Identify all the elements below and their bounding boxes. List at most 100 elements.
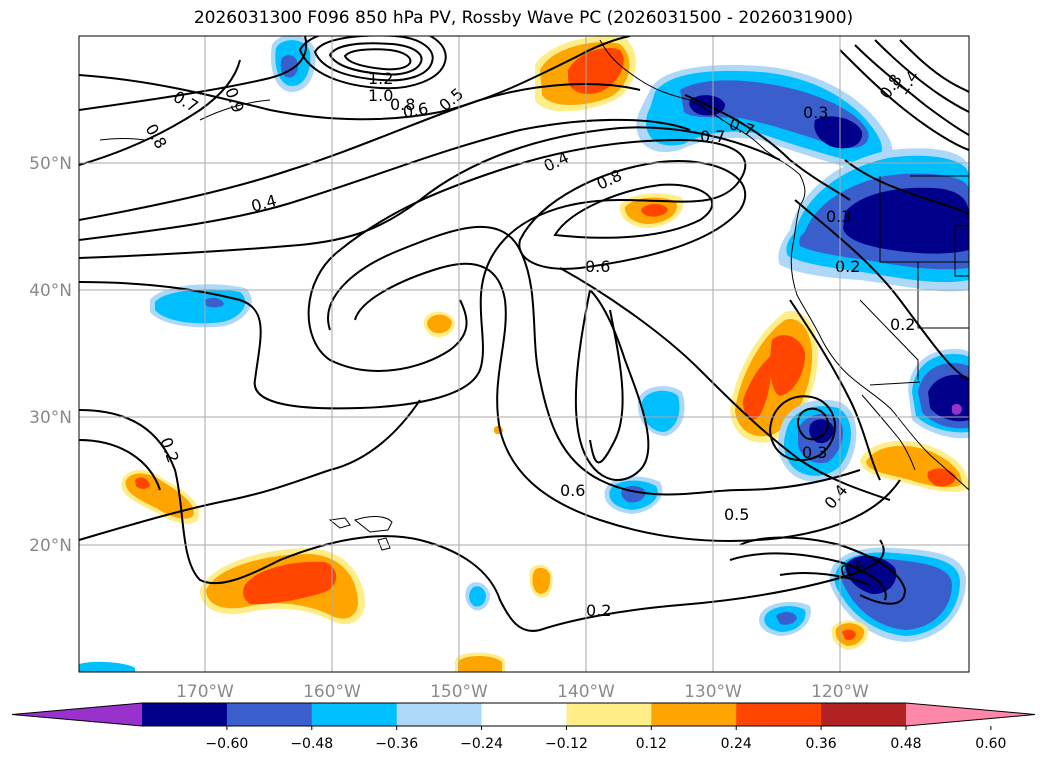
contour-line: [327, 226, 861, 496]
contour-line: [794, 199, 969, 381]
contour-line: [79, 409, 885, 632]
colorbar-tick-label: −0.24: [460, 736, 503, 752]
contour-line: [298, 36, 447, 90]
contour-line: [779, 572, 871, 586]
contour-label: 0.2: [835, 257, 860, 276]
contour-line: [343, 48, 412, 71]
shading-region: [568, 48, 624, 94]
shading-region: [927, 468, 956, 487]
contour-line: [79, 118, 691, 241]
contour-label: 0.2: [890, 315, 915, 334]
lon-label: 130°W: [684, 682, 742, 702]
contour-label: 0.4: [249, 191, 279, 216]
contour-line: [899, 39, 969, 93]
contour-label: 1.0: [368, 86, 393, 105]
map-title: 2026031300 F096 850 hPa PV, Rossby Wave …: [193, 8, 854, 28]
coastline: [377, 537, 391, 551]
contour-label: 0.2: [586, 601, 611, 620]
colorbar-extend-max: [906, 703, 1035, 726]
shading-region: [952, 403, 962, 415]
shading-region: [770, 335, 806, 396]
colorbar-segment: [142, 703, 228, 726]
colorbar-tick-label: 0.12: [636, 736, 667, 752]
contour-line: [79, 439, 161, 491]
contour-line: [768, 395, 836, 462]
shading-region: [641, 390, 680, 432]
contour-line: [553, 183, 714, 239]
contour-line: [518, 160, 747, 270]
shading-region: [641, 203, 668, 217]
lat-label: 50°N: [29, 154, 72, 174]
lon-label: 170°W: [176, 682, 234, 702]
coastline: [917, 262, 969, 329]
coastline: [99, 138, 146, 141]
colorbar-tick-label: −0.60: [205, 736, 248, 752]
shading-region: [469, 586, 486, 607]
shading-region: [205, 297, 224, 308]
coastline: [353, 516, 393, 533]
shading-region: [532, 567, 551, 594]
coastlines: [99, 39, 969, 551]
colorbar-outline: [11, 702, 1036, 727]
contour-label: 0.5: [435, 84, 467, 115]
colorbar-tick-label: −0.48: [290, 736, 333, 752]
contour-line: [79, 36, 308, 111]
colorbar-extend-min: [12, 703, 142, 726]
colorbar-segment: [311, 703, 398, 726]
shading-region: [842, 629, 856, 640]
colorbar-tick-label: 0.60: [975, 736, 1006, 752]
contour-label: 0.6: [401, 99, 429, 122]
gridlines: [79, 36, 969, 672]
contour-line: [739, 536, 907, 605]
contour-label: 0.3: [826, 207, 851, 226]
shading-layer: [79, 36, 969, 672]
contour-label: 0.6: [585, 257, 610, 276]
contour-label: 1.2: [368, 69, 393, 88]
coastline: [859, 299, 919, 380]
shading-region: [743, 355, 772, 420]
shading-region: [135, 477, 150, 489]
coastline: [861, 394, 916, 471]
colorbar-tick-label: −0.36: [375, 736, 418, 752]
lon-label: 140°W: [557, 682, 615, 702]
coastline: [790, 204, 969, 491]
colorbar: −0.60 −0.48 −0.36 −0.24 −0.12 0.12 0.24 0.36 0.4…: [11, 702, 1036, 752]
contour-label: 0.3: [802, 443, 827, 462]
lat-label: 40°N: [29, 281, 72, 301]
shading-region: [458, 656, 502, 672]
contour-line: [797, 407, 830, 441]
contour-line: [313, 36, 434, 82]
contour-line: [79, 59, 241, 166]
colorbar-tick-label: −0.12: [545, 736, 588, 752]
lon-label: 160°W: [303, 682, 361, 702]
coastline: [599, 39, 806, 206]
coastline: [879, 176, 969, 263]
shading-region: [79, 661, 135, 672]
contour-line: [844, 159, 969, 215]
colorbar-segment: [821, 703, 907, 726]
contour-line: [574, 289, 650, 481]
lon-label: 120°W: [811, 682, 869, 702]
contour-line: [559, 267, 891, 501]
contour-label: 0.6: [560, 481, 585, 500]
colorbar-segment: [566, 703, 652, 726]
shading-region: [776, 612, 797, 625]
shading-region: [814, 116, 863, 149]
contour-line: [839, 49, 969, 151]
shading-region: [427, 314, 452, 334]
contour-label: 0.5: [724, 505, 749, 524]
colorbar-segment: [481, 703, 567, 726]
contour-label: 0.2: [156, 435, 183, 465]
map-panel: 0.7 0.8 0.9 1.2 1.0 0.8 0.6 0.5 0.4 0.4 …: [79, 36, 969, 672]
latitude-labels: 50°N 40°N 30°N 20°N: [29, 154, 72, 556]
contour-line: [589, 309, 624, 464]
longitude-labels: 170°W 160°W 150°W 140°W 130°W 120°W: [176, 682, 869, 702]
contour-line: [328, 42, 423, 76]
pv-contours: [79, 36, 969, 632]
contour-line: [79, 83, 641, 221]
contour-label: 0.4: [821, 481, 852, 513]
lat-label: 20°N: [29, 536, 72, 556]
colorbar-tick-label: 0.36: [806, 736, 837, 752]
contour-line: [79, 138, 747, 410]
colorbar-tick-label: 0.24: [721, 736, 752, 752]
